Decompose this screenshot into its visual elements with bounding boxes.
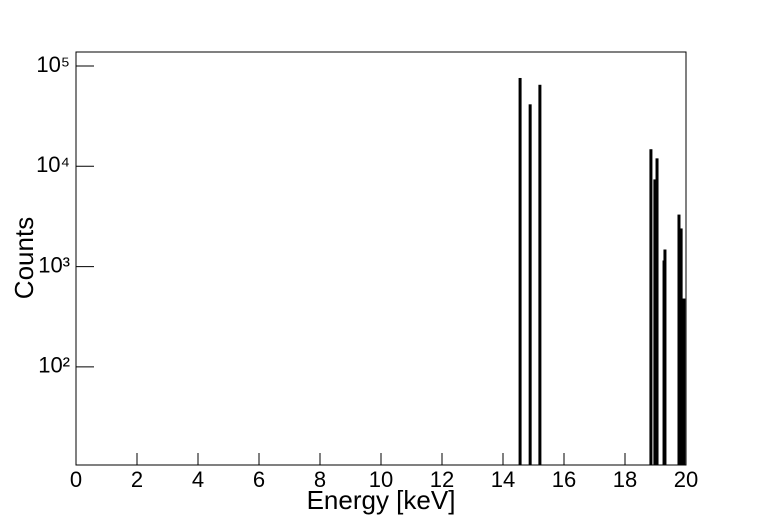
bar [663, 249, 667, 465]
y-tick-label: 10² [38, 353, 70, 378]
x-tick-label: 16 [552, 467, 576, 492]
x-tick-label: 4 [192, 467, 204, 492]
bar [655, 158, 659, 465]
bar [649, 149, 653, 465]
x-tick-label: 12 [430, 467, 454, 492]
x-tick-label: 2 [131, 467, 143, 492]
x-tick-label: 0 [70, 467, 82, 492]
x-tick-label: 10 [369, 467, 393, 492]
bar [653, 179, 657, 465]
y-axis-label: Counts [9, 217, 39, 299]
x-tick-label: 8 [314, 467, 326, 492]
bar [679, 228, 683, 465]
y-tick-label: 10³ [38, 252, 70, 277]
bar [538, 84, 542, 465]
x-tick-label: 18 [613, 467, 637, 492]
x-tick-label: 14 [491, 467, 515, 492]
bar [682, 298, 686, 465]
bar [677, 214, 681, 465]
bar [518, 77, 522, 465]
plot-frame [75, 51, 687, 466]
x-axis-label: Energy [keV] [307, 485, 456, 515]
x-tick-label: 6 [253, 467, 265, 492]
x-tick-label: 20 [674, 467, 698, 492]
y-tick-label: 10⁵ [36, 52, 70, 77]
bar [528, 104, 532, 465]
y-tick-label: 10⁴ [36, 152, 70, 177]
